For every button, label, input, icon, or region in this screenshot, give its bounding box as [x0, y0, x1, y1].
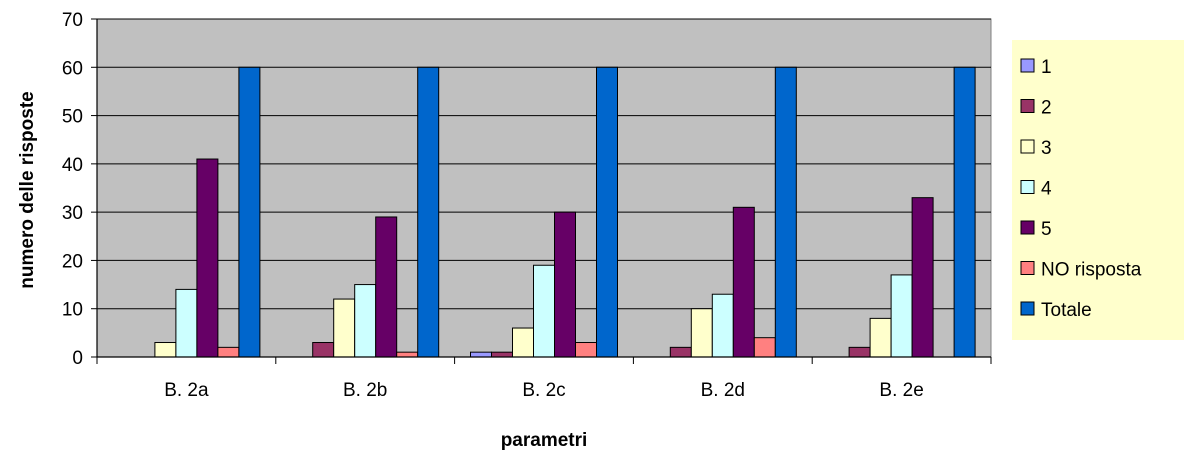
bar: [869, 317, 892, 358]
y-tick-label: 0: [72, 348, 83, 369]
bar: [753, 337, 776, 358]
bar: [238, 66, 261, 358]
x-tick-label: B. 2a: [164, 380, 209, 401]
legend-label: 4: [1041, 179, 1052, 200]
bar: [669, 346, 692, 358]
bar: [848, 346, 871, 358]
bar: [911, 197, 934, 358]
bar: [417, 66, 440, 358]
bar: [175, 288, 198, 358]
y-tick-label: 40: [62, 155, 83, 176]
legend-label: 5: [1041, 219, 1052, 240]
legend-label: Totale: [1041, 300, 1092, 321]
legend-swatch: [1020, 139, 1035, 154]
x-tick-labels: B. 2a B. 2b B. 2c B. 2d B. 2e: [164, 380, 924, 401]
bar: [711, 293, 734, 358]
bar: [470, 351, 492, 358]
y-tick-label: 10: [62, 300, 83, 321]
x-tick-label: B. 2e: [879, 380, 923, 401]
legend-label: NO risposta: [1041, 260, 1142, 281]
bar: [333, 298, 356, 358]
legend-label: 2: [1041, 98, 1052, 119]
axes: [91, 18, 992, 364]
legend-swatch: [1020, 58, 1035, 73]
legend-swatch: [1020, 99, 1035, 113]
bar: [491, 351, 513, 358]
bar: [312, 342, 335, 358]
legend-swatch: [1020, 261, 1035, 275]
x-axis-title: parametri: [501, 430, 588, 451]
bar: [154, 342, 177, 358]
legend-background: [1012, 40, 1184, 340]
legend-label: 1: [1041, 57, 1052, 78]
bar: [575, 342, 597, 358]
bar: [554, 211, 576, 358]
bar: [732, 206, 755, 358]
bar: [196, 158, 219, 358]
bar: [953, 66, 976, 358]
legend-swatch: [1020, 301, 1035, 316]
legend-label: 3: [1041, 138, 1052, 159]
y-tick-labels: 0 10 20 30 40 50 60 70: [62, 10, 83, 369]
x-tick-label: B. 2b: [343, 380, 387, 401]
bar: [217, 346, 240, 358]
bar: [396, 351, 419, 358]
bar: [690, 308, 713, 358]
bar: [533, 264, 555, 358]
legend-swatch: [1020, 220, 1035, 235]
bar: [774, 66, 797, 358]
bars: [154, 66, 976, 358]
y-tick-label: 70: [62, 10, 83, 31]
bar: [596, 66, 618, 358]
bar: [890, 274, 913, 358]
y-tick-label: 60: [62, 58, 83, 79]
legend-swatch: [1020, 180, 1035, 194]
legend: 1 2 3 4 5 NO risposta Totale: [1012, 40, 1184, 340]
y-tick-label: 30: [62, 203, 83, 224]
bar: [354, 284, 377, 358]
y-tick-label: 20: [62, 251, 83, 272]
x-tick-label: B. 2d: [701, 380, 745, 401]
y-tick-label: 50: [62, 107, 83, 128]
x-tick-label: B. 2c: [522, 380, 565, 401]
bar: [375, 216, 398, 358]
y-axis-title: numero delle risposte: [17, 91, 38, 288]
bar: [512, 327, 534, 358]
